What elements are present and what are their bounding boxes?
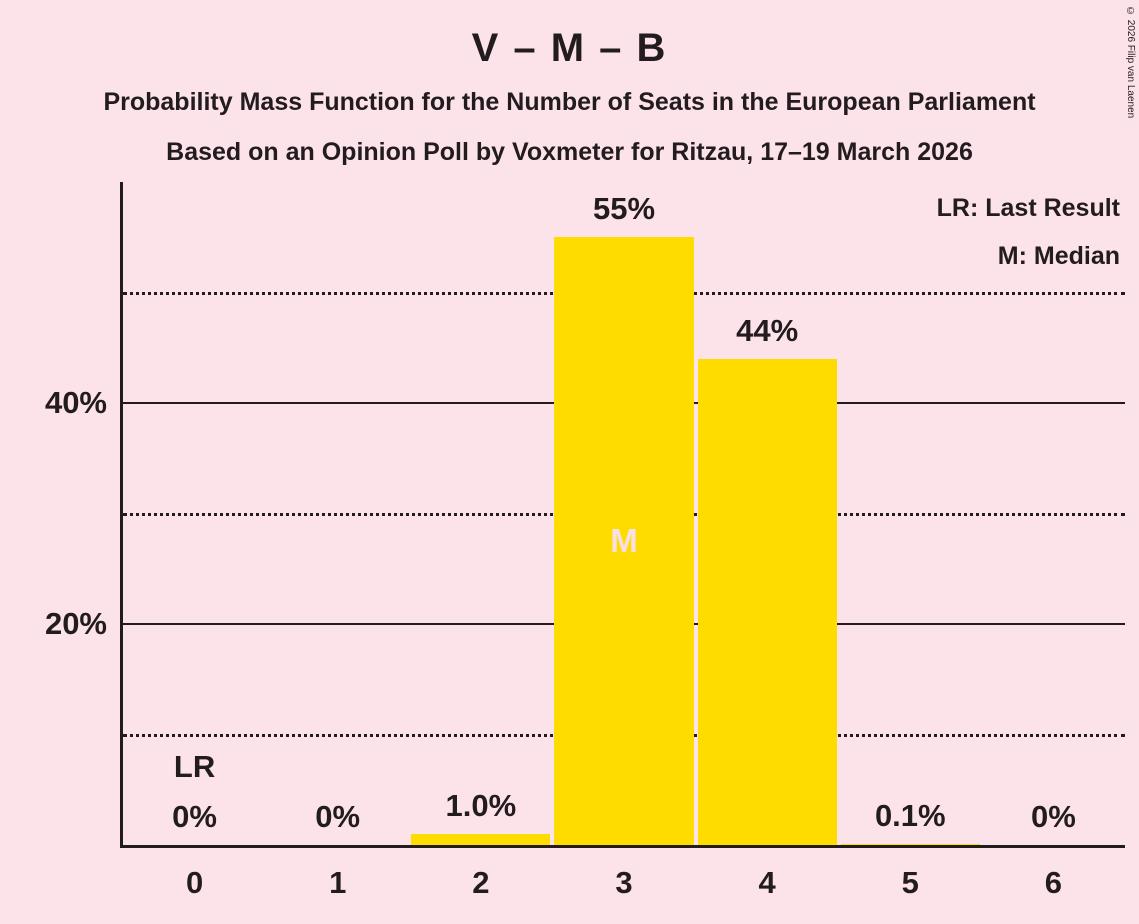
last-result-label: LR [173, 749, 216, 784]
y-axis-label: 40% [44, 385, 107, 420]
legend: LR: Last Result M: Median [937, 184, 1120, 280]
x-axis-label: 5 [901, 865, 919, 900]
copyright-notice: © 2026 Filip van Laenen [1125, 6, 1136, 119]
x-axis-label: 2 [472, 865, 490, 900]
x-axis-label: 1 [329, 865, 347, 900]
x-axis-label: 4 [758, 865, 776, 900]
x-axis-label: 6 [1044, 865, 1063, 900]
bar-value-label: 0% [1031, 799, 1076, 834]
legend-median: M: Median [997, 242, 1120, 270]
bar-value-label: 1.0% [445, 787, 517, 823]
bar-value-label: 0% [315, 799, 361, 834]
y-axis-label: 20% [44, 606, 107, 641]
bar [697, 358, 837, 845]
bar-value-label: 44% [736, 312, 799, 348]
legend-last-result: LR: Last Result [936, 194, 1120, 222]
bar: M [554, 237, 694, 845]
chart-subtitle-line2: Based on an Opinion Poll by Voxmeter for… [166, 138, 973, 166]
bar [840, 843, 980, 845]
bar-value-label: 0% [172, 799, 217, 834]
median-label: M [610, 522, 638, 560]
x-axis-label: 3 [615, 865, 633, 900]
bar [411, 833, 551, 845]
bar-value-label: 55% [592, 191, 656, 227]
plot-area: 20% 40% 0% LR 0 0% 1 1.0% 2 M 55% 3 44% 4 0.1% 5 0% 6 [45, 182, 1125, 900]
chart-subtitle-line1: Probability Mass Function for the Number… [103, 88, 1036, 116]
bar-value-label: 0.1% [874, 797, 946, 833]
chart-title: V – M – B [471, 26, 668, 70]
x-axis-label: 0 [185, 865, 204, 900]
